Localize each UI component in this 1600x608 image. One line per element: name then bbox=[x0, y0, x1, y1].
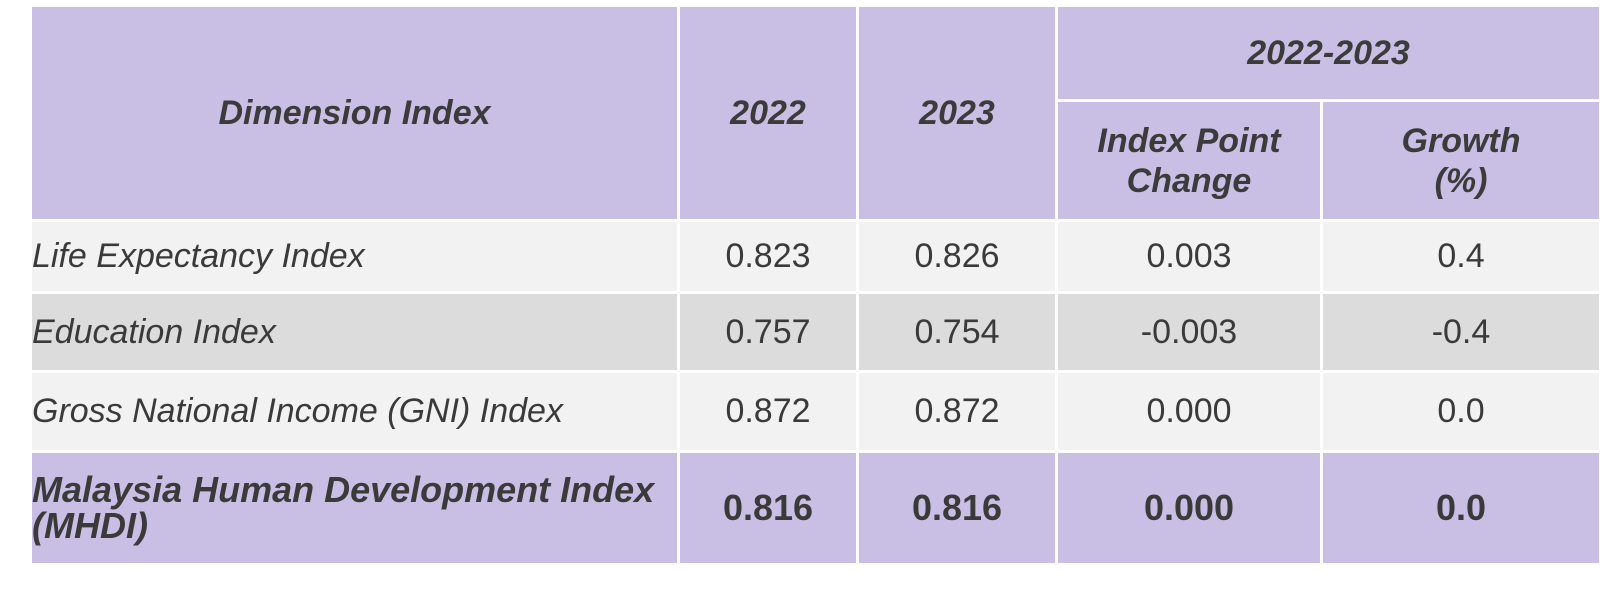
cell-growth: -0.4 bbox=[1323, 294, 1600, 370]
cell-2023: 0.872 bbox=[859, 373, 1055, 450]
cell-2023: 0.826 bbox=[859, 222, 1055, 291]
cell-change: 0.000 bbox=[1058, 453, 1320, 563]
mhdi-table: Dimension Index 2022 2023 2022-2023 Inde… bbox=[29, 4, 1600, 566]
header-growth: Growth (%) bbox=[1323, 102, 1600, 219]
row-label: Education Index bbox=[32, 294, 677, 370]
row-label-total: Malaysia Human Development Index (MHDI) bbox=[32, 453, 677, 563]
cell-2023: 0.816 bbox=[859, 453, 1055, 563]
header-index-point-change: Index Point Change bbox=[1058, 102, 1320, 219]
cell-growth: 0.4 bbox=[1323, 222, 1600, 291]
header-period: 2022-2023 bbox=[1058, 7, 1600, 99]
cell-2022: 0.757 bbox=[680, 294, 856, 370]
header-growth-unit: (%) bbox=[1434, 161, 1488, 200]
table-row: Life Expectancy Index 0.823 0.826 0.003 … bbox=[32, 222, 1600, 291]
cell-growth: 0.0 bbox=[1323, 453, 1600, 563]
table-row: Gross National Income (GNI) Index 0.872 … bbox=[32, 373, 1600, 450]
table-row: Education Index 0.757 0.754 -0.003 -0.4 bbox=[32, 294, 1600, 370]
row-label: Life Expectancy Index bbox=[32, 222, 677, 291]
cell-change: 0.003 bbox=[1058, 222, 1320, 291]
header-year-2023: 2023 bbox=[859, 7, 1055, 219]
header-year-2022: 2022 bbox=[680, 7, 856, 219]
cell-growth: 0.0 bbox=[1323, 373, 1600, 450]
cell-change: 0.000 bbox=[1058, 373, 1320, 450]
cell-change: -0.003 bbox=[1058, 294, 1320, 370]
cell-2022: 0.872 bbox=[680, 373, 856, 450]
table-row-total: Malaysia Human Development Index (MHDI) … bbox=[32, 453, 1600, 563]
header-growth-label: Growth bbox=[1401, 121, 1521, 160]
header-dimension-index: Dimension Index bbox=[32, 7, 677, 219]
cell-2023: 0.754 bbox=[859, 294, 1055, 370]
cell-2022: 0.823 bbox=[680, 222, 856, 291]
row-label: Gross National Income (GNI) Index bbox=[32, 373, 677, 450]
cell-2022: 0.816 bbox=[680, 453, 856, 563]
